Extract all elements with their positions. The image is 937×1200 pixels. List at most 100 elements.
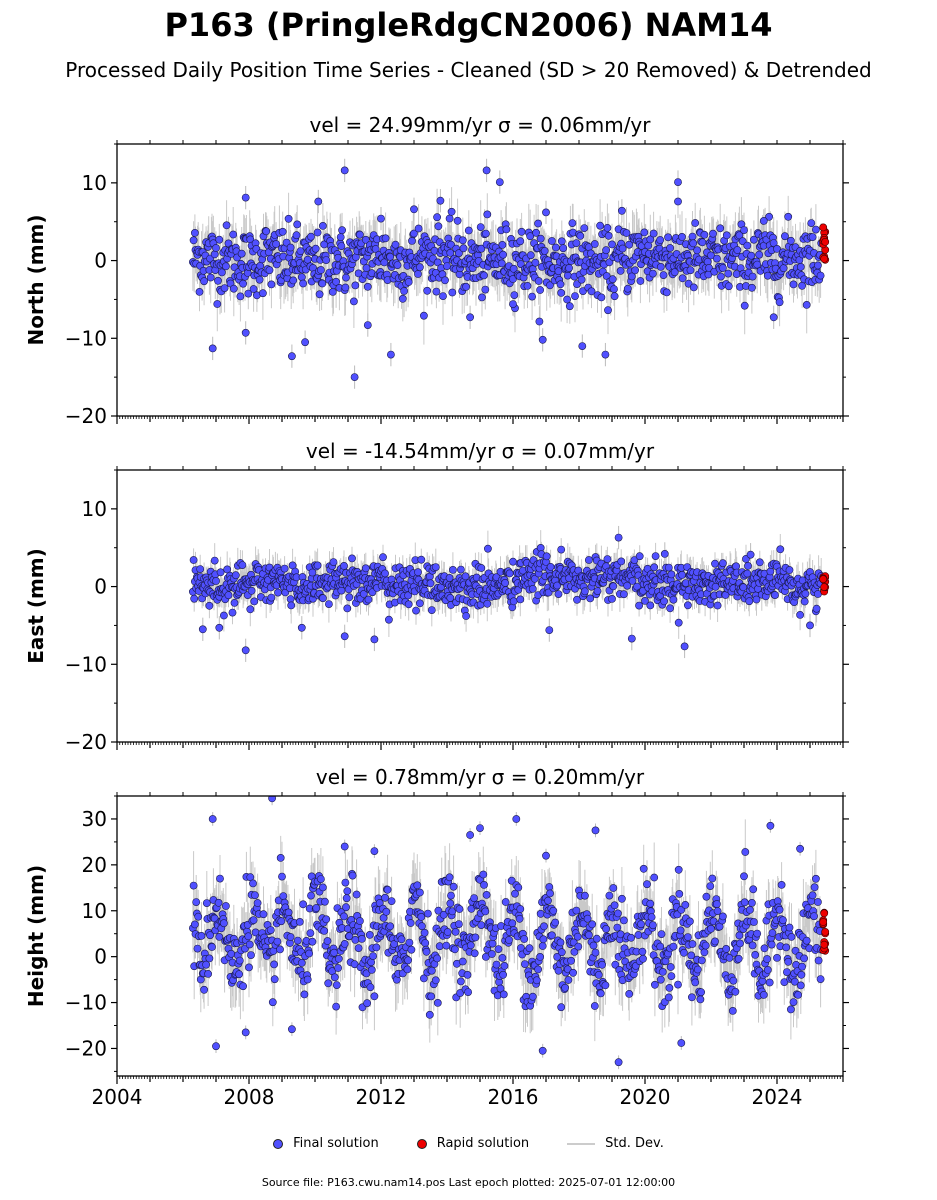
y-tick-label: 20 xyxy=(82,853,107,877)
final-point xyxy=(641,597,649,605)
final-point xyxy=(362,264,371,272)
final-point xyxy=(526,232,535,241)
final-point xyxy=(306,929,315,937)
final-point xyxy=(228,608,237,617)
final-point xyxy=(397,935,406,944)
final-point xyxy=(544,896,552,905)
final-point xyxy=(447,240,455,249)
final-point xyxy=(342,894,351,903)
final-point xyxy=(432,287,441,296)
final-point xyxy=(446,899,455,908)
final-point xyxy=(454,920,463,928)
final-point xyxy=(313,561,322,570)
final-point xyxy=(316,875,325,883)
final-point xyxy=(736,939,744,948)
final-point-outlier xyxy=(538,1046,547,1055)
final-point xyxy=(398,294,407,303)
final-point xyxy=(206,273,215,282)
final-point xyxy=(598,960,606,969)
final-point xyxy=(520,935,529,943)
final-point xyxy=(502,225,511,234)
final-point-outlier xyxy=(340,632,349,641)
final-point xyxy=(244,289,253,298)
final-point-outlier xyxy=(314,197,323,206)
final-point xyxy=(812,225,820,234)
final-point xyxy=(247,951,255,959)
final-point xyxy=(443,928,452,936)
final-point-outlier xyxy=(340,166,349,175)
x-tick-label: 2016 xyxy=(488,1085,539,1109)
final-point xyxy=(753,929,762,938)
final-point xyxy=(318,883,327,892)
final-point xyxy=(573,595,581,604)
final-point xyxy=(741,848,750,856)
final-point xyxy=(492,960,501,969)
final-point xyxy=(563,271,572,280)
final-point xyxy=(280,564,289,573)
final-point-outlier xyxy=(476,824,484,832)
final-point xyxy=(431,976,440,985)
final-point xyxy=(349,297,358,306)
y-tick-label: −10 xyxy=(65,991,107,1015)
final-point xyxy=(678,274,687,283)
final-point xyxy=(748,283,756,292)
final-point xyxy=(487,950,496,958)
final-point-outlier xyxy=(542,208,550,217)
final-point xyxy=(320,897,329,906)
final-point xyxy=(204,970,212,978)
final-point xyxy=(433,213,441,222)
final-point xyxy=(408,236,416,245)
final-point xyxy=(592,934,601,943)
final-point xyxy=(656,262,665,271)
final-point xyxy=(713,254,721,263)
final-point xyxy=(412,606,420,615)
final-point-outlier xyxy=(601,350,610,359)
legend-rapid-marker xyxy=(416,1138,427,1149)
final-point xyxy=(458,957,467,966)
final-point xyxy=(265,266,274,275)
final-point xyxy=(636,277,645,285)
final-point xyxy=(572,239,581,247)
final-point xyxy=(419,311,428,320)
final-point xyxy=(605,891,614,900)
rapid-point xyxy=(819,575,828,584)
final-point xyxy=(404,956,412,965)
final-point xyxy=(569,968,577,977)
final-point xyxy=(382,907,391,916)
final-point xyxy=(596,989,605,998)
final-point xyxy=(299,279,307,288)
final-point xyxy=(646,899,655,908)
final-point xyxy=(707,924,715,933)
final-point xyxy=(386,922,395,931)
final-point xyxy=(548,931,556,940)
y-tick-label: 10 xyxy=(82,171,107,195)
final-point xyxy=(808,891,817,900)
final-point xyxy=(580,224,589,232)
final-point xyxy=(463,971,472,979)
final-point xyxy=(763,955,771,963)
final-point xyxy=(814,898,822,906)
final-point xyxy=(483,544,492,553)
final-point xyxy=(557,237,566,246)
final-point xyxy=(336,233,345,241)
final-point-outlier xyxy=(614,533,623,542)
final-point xyxy=(330,973,339,982)
final-point xyxy=(480,271,488,280)
final-point xyxy=(649,229,658,238)
final-point xyxy=(286,933,295,941)
final-point xyxy=(332,1002,340,1011)
final-point-outlier xyxy=(386,350,395,359)
final-point xyxy=(688,993,696,1002)
final-point xyxy=(312,904,321,912)
y-tick-label: −20 xyxy=(65,404,107,428)
final-point xyxy=(403,965,412,974)
final-point-outlier xyxy=(370,635,379,644)
final-point-outlier xyxy=(287,352,296,361)
final-point xyxy=(370,992,379,1001)
final-point xyxy=(410,229,418,238)
final-point xyxy=(534,965,542,974)
final-point-outlier xyxy=(410,205,418,214)
final-point xyxy=(190,594,199,603)
final-point xyxy=(324,600,333,608)
final-point-outlier xyxy=(746,550,755,559)
